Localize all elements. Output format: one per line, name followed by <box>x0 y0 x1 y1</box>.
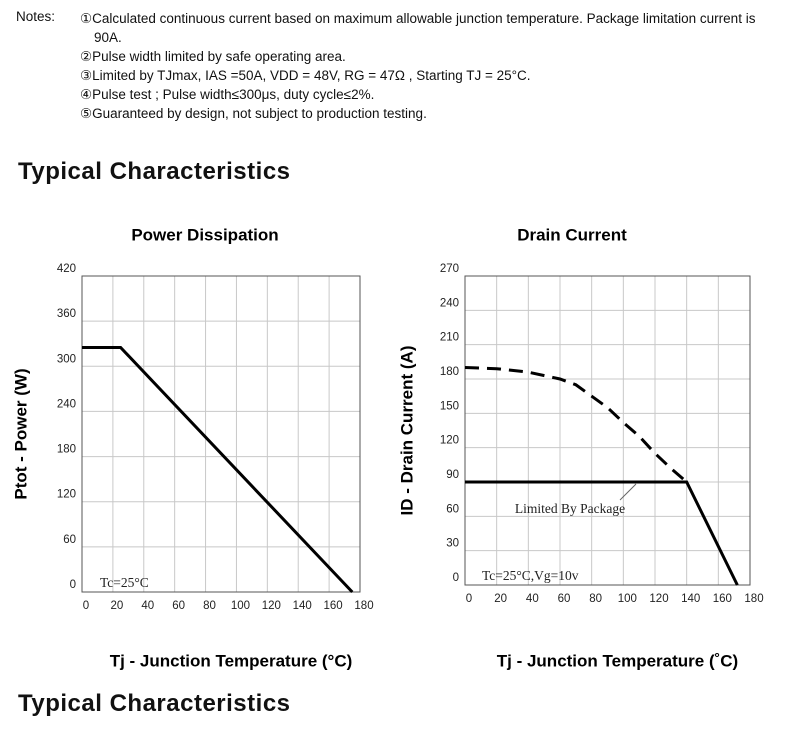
note: ④Pulse test ; Pulse width≤300μs, duty cy… <box>80 87 375 102</box>
y-tick-label: 0 <box>70 579 76 591</box>
x-axis-title: Tj - Junction Temperature (˚C) <box>497 651 738 670</box>
y-tick-label: 180 <box>57 444 76 456</box>
plot-frame <box>81 275 361 593</box>
x-tick-label: 80 <box>203 600 216 612</box>
y-tick-label: 210 <box>440 332 459 344</box>
y-tick-label: 360 <box>57 308 76 320</box>
plot-frame <box>464 275 751 586</box>
annotation: Tc=25°C <box>100 575 149 590</box>
x-tick-label: 120 <box>649 593 668 605</box>
x-tick-label: 100 <box>231 600 250 612</box>
data-line <box>465 480 739 586</box>
x-tick-label: 20 <box>494 593 507 605</box>
y-tick-label: 300 <box>57 353 76 365</box>
data-line <box>464 366 688 484</box>
x-tick-label: 100 <box>618 593 637 605</box>
y-axis-title: ID - Drain Current (A) <box>397 346 416 516</box>
x-tick-label: 140 <box>293 600 312 612</box>
y-axis-title: Ptot - Power (W) <box>11 368 30 499</box>
x-tick-label: 140 <box>681 593 700 605</box>
x-tick-label: 20 <box>110 600 123 612</box>
y-tick-label: 420 <box>57 263 76 275</box>
y-tick-label: 270 <box>440 263 459 275</box>
annotation: Tc=25°C,Vg=10v <box>482 568 579 583</box>
note: ②Pulse width limited by safe operating a… <box>80 49 346 64</box>
x-tick-label: 160 <box>713 593 732 605</box>
y-tick-label: 30 <box>446 538 459 550</box>
x-tick-label: 0 <box>466 593 472 605</box>
x-tick-label: 180 <box>354 600 373 612</box>
x-tick-label: 160 <box>324 600 343 612</box>
x-axis-title: Tj - Junction Temperature (°C) <box>110 651 353 670</box>
leader-line <box>619 483 637 501</box>
notes-list: ①Calculated continuous current based on … <box>80 9 760 123</box>
y-tick-label: 0 <box>453 572 459 584</box>
y-tick-label: 60 <box>63 534 76 546</box>
y-tick-label: 60 <box>446 503 459 515</box>
y-tick-label: 90 <box>446 469 459 481</box>
section-heading: Typical Characteristics <box>18 158 291 185</box>
annotation: Limited By Package <box>515 501 625 516</box>
note: ③Limited by TJmax, IAS =50A, VDD = 48V, … <box>80 68 531 83</box>
x-tick-label: 120 <box>262 600 281 612</box>
data-line <box>82 345 354 594</box>
note: ⑤Guaranteed by design, not subject to pr… <box>80 106 427 121</box>
x-tick-label: 60 <box>558 593 571 605</box>
y-tick-label: 240 <box>57 398 76 410</box>
chart-title: Power Dissipation <box>131 225 278 244</box>
notes-label: Notes: <box>16 9 56 24</box>
x-tick-label: 60 <box>172 600 185 612</box>
y-tick-label: 150 <box>440 400 459 412</box>
note: ①Calculated continuous current based on … <box>80 11 756 45</box>
y-tick-label: 120 <box>440 435 459 447</box>
x-tick-label: 40 <box>141 600 154 612</box>
y-tick-label: 240 <box>440 297 459 309</box>
x-tick-label: 180 <box>744 593 763 605</box>
chart-title: Drain Current <box>517 225 627 244</box>
x-tick-label: 80 <box>589 593 602 605</box>
x-tick-label: 40 <box>526 593 539 605</box>
x-tick-label: 0 <box>83 600 89 612</box>
section-heading: Typical Characteristics <box>18 690 291 717</box>
y-tick-label: 120 <box>57 489 76 501</box>
y-tick-label: 180 <box>440 366 459 378</box>
